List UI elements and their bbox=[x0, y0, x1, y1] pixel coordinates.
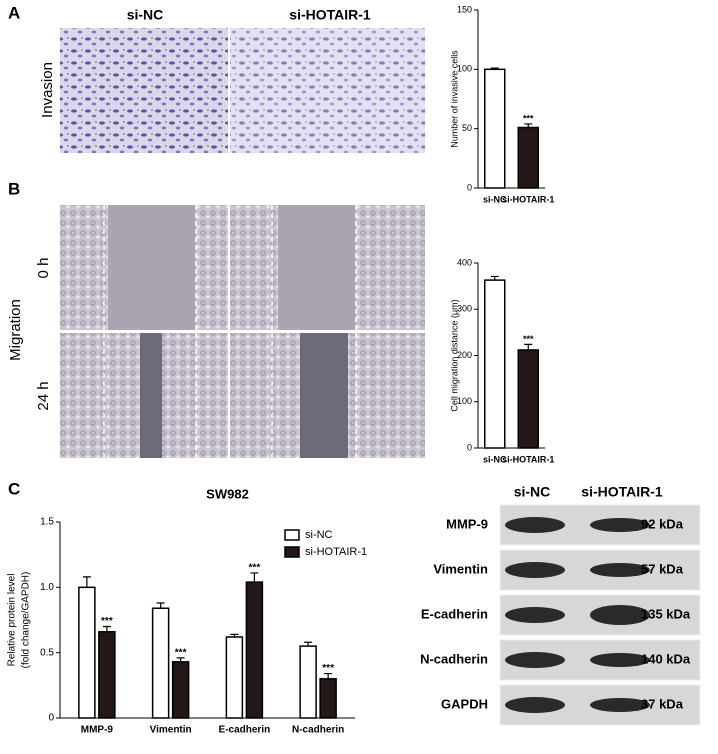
legend-label: si-NC bbox=[305, 529, 333, 541]
y-axis-label: Relative protein level bbox=[7, 574, 18, 667]
bar bbox=[484, 279, 506, 449]
protein-label: N-cadherin bbox=[420, 651, 488, 666]
size-label: 92 kDa bbox=[641, 516, 684, 531]
panel-label: B bbox=[8, 179, 20, 198]
bar bbox=[78, 586, 96, 719]
band bbox=[590, 518, 650, 532]
row-label: 24 h bbox=[35, 381, 52, 410]
error-bar bbox=[304, 641, 313, 647]
protein-label: GAPDH bbox=[441, 696, 488, 711]
protein-label: E-cadherin bbox=[421, 606, 488, 621]
x-tick-label: Vimentin bbox=[150, 725, 192, 736]
bar bbox=[245, 581, 264, 719]
y-tick-label: 0 bbox=[467, 442, 472, 452]
row-label: Invasion bbox=[39, 62, 56, 118]
error-bar bbox=[230, 633, 239, 637]
bar bbox=[517, 349, 539, 449]
band bbox=[590, 605, 650, 625]
y-axis-label: Number of invasive cells bbox=[449, 50, 459, 148]
panel-label: A bbox=[8, 3, 20, 22]
bar bbox=[484, 68, 506, 189]
significance: *** bbox=[523, 113, 534, 123]
y-tick-label: 50 bbox=[462, 123, 472, 133]
bar bbox=[225, 636, 244, 719]
legend-swatch bbox=[284, 529, 300, 541]
size-label: 135 kDa bbox=[641, 606, 691, 621]
bar bbox=[299, 645, 317, 719]
protein-label: MMP-9 bbox=[446, 516, 488, 531]
micrographs bbox=[60, 28, 425, 458]
significance: *** bbox=[249, 563, 261, 574]
band bbox=[505, 517, 565, 533]
bar bbox=[171, 661, 190, 719]
western-blot bbox=[499, 504, 701, 726]
x-tick-label: N-cadherin bbox=[292, 725, 344, 736]
y-tick-label: 1.0 bbox=[40, 582, 54, 593]
error-bar bbox=[490, 275, 499, 281]
error-bar bbox=[490, 67, 499, 70]
band bbox=[505, 562, 565, 578]
row-label: Migration bbox=[7, 299, 24, 361]
legend-swatch bbox=[284, 546, 300, 558]
y-tick-label: 300 bbox=[457, 304, 472, 314]
legend-label: si-HOTAIR-1 bbox=[305, 546, 367, 558]
error-bar bbox=[156, 602, 165, 609]
band bbox=[505, 652, 565, 668]
y-tick-label: 0 bbox=[467, 182, 472, 192]
error-bar bbox=[250, 572, 259, 583]
band bbox=[590, 698, 650, 712]
bar bbox=[151, 607, 170, 719]
blot-header: si-HOTAIR-1 bbox=[581, 484, 663, 500]
x-tick-label: si-HOTAIR-1 bbox=[502, 194, 554, 204]
y-axis-label: Cell migration distance (μm) bbox=[449, 299, 459, 411]
column-header: si-NC bbox=[127, 7, 164, 23]
bar bbox=[517, 126, 539, 189]
y-tick-label: 100 bbox=[457, 396, 472, 406]
y-axis-label: (fold change/GAPDH) bbox=[21, 572, 32, 669]
error-bar bbox=[176, 657, 185, 662]
size-label: 140 kDa bbox=[641, 651, 691, 666]
column-header: si-HOTAIR-1 bbox=[289, 7, 371, 23]
y-tick-label: 200 bbox=[457, 350, 472, 360]
band bbox=[505, 607, 565, 623]
error-bar bbox=[524, 123, 533, 128]
size-label: 37 kDa bbox=[641, 696, 684, 711]
band bbox=[590, 563, 650, 577]
band bbox=[505, 697, 565, 713]
x-tick-label: si-NC bbox=[483, 454, 507, 464]
row-label: 0 h bbox=[35, 258, 52, 279]
x-tick-label: si-NC bbox=[483, 194, 507, 204]
significance: *** bbox=[175, 648, 187, 659]
panel-label: C bbox=[8, 479, 20, 498]
y-tick-label: 400 bbox=[457, 257, 472, 267]
protein-label: Vimentin bbox=[433, 561, 488, 576]
significance: *** bbox=[101, 616, 113, 627]
y-tick-label: 150 bbox=[457, 4, 472, 14]
error-bar bbox=[324, 672, 333, 679]
y-tick-label: 1.5 bbox=[40, 517, 54, 528]
x-tick-label: MMP-9 bbox=[81, 725, 114, 736]
error-bar bbox=[82, 576, 91, 588]
significance: *** bbox=[322, 663, 334, 674]
significance: *** bbox=[523, 334, 534, 344]
blot-header: si-NC bbox=[514, 484, 551, 500]
chart-title: SW982 bbox=[206, 486, 249, 501]
y-tick-label: 0 bbox=[48, 713, 54, 724]
bar bbox=[98, 631, 116, 719]
x-tick-label: E-cadherin bbox=[219, 725, 271, 736]
size-label: 57 kDa bbox=[641, 561, 684, 576]
error-bar bbox=[102, 625, 111, 632]
x-tick-label: si-HOTAIR-1 bbox=[502, 454, 554, 464]
y-tick-label: 0.5 bbox=[40, 647, 54, 658]
band bbox=[590, 653, 650, 667]
y-tick-label: 100 bbox=[457, 64, 472, 74]
error-bar bbox=[524, 343, 533, 350]
bar bbox=[319, 678, 337, 719]
